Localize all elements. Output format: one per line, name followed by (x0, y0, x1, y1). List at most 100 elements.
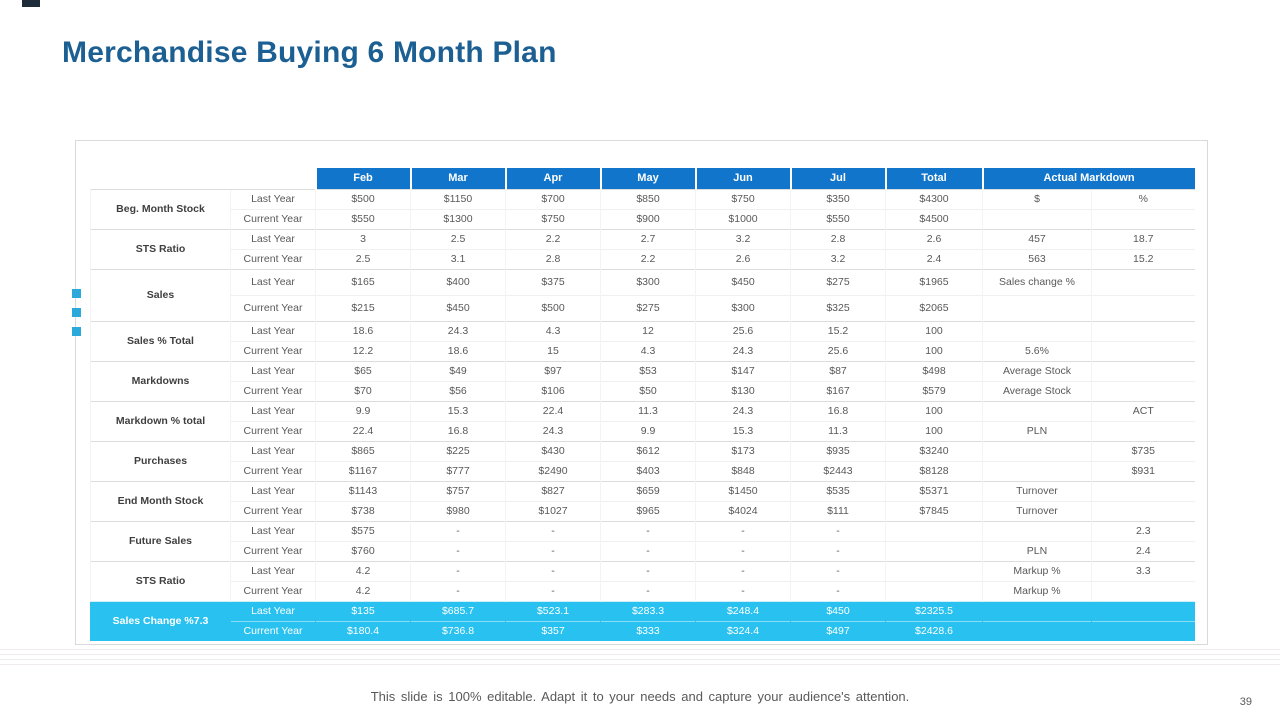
value-cell: - (790, 560, 886, 581)
value-cell: 2.8 (505, 248, 601, 269)
value-cell: $750 (505, 208, 601, 229)
value-cell: $1027 (505, 500, 601, 521)
value-cell: 4.3 (600, 340, 696, 361)
value-cell: $850 (600, 188, 696, 209)
page-number: 39 (1239, 696, 1252, 708)
value-cell: $965 (600, 500, 696, 521)
value-cell: - (410, 520, 506, 541)
value-cell: $173 (695, 440, 791, 461)
value-cell: $87 (790, 360, 886, 381)
value-cell (1090, 600, 1195, 621)
year-cell: Current Year (230, 208, 316, 229)
year-cell: Current Year (230, 380, 316, 401)
year-cell: Last Year (230, 400, 316, 421)
value-cell: 2.7 (600, 228, 696, 249)
table-row: Current Year 4.2- - - - - Markup % (91, 580, 1195, 601)
value-cell: $498 (885, 360, 983, 381)
value-cell (982, 600, 1092, 621)
value-cell: $180.4 (315, 620, 411, 641)
table-row: Sales % Total Last Year 18.6 24.3 4.3 12 25.6 1… (90, 320, 1195, 361)
value-cell: - (505, 520, 601, 541)
value-cell: $375 (505, 268, 601, 295)
value-cell: $324.4 (695, 620, 791, 641)
value-cell: $450 (695, 268, 791, 295)
value-cell: $1450 (695, 480, 791, 501)
value-cell: $5371 (885, 480, 983, 501)
value-cell: $500 (315, 188, 411, 209)
value-cell: 18.7 (1090, 228, 1195, 249)
value-cell: 2.6 (695, 248, 791, 269)
group-label: Sales % Total (90, 320, 231, 361)
value-cell: PLN (982, 420, 1092, 441)
column-header: Mar (409, 168, 506, 189)
table-row: Current Year $760- - - - - PLN 2.4 (91, 540, 1195, 561)
group-label: Markdown % total (90, 400, 231, 441)
value-cell: 15.3 (410, 400, 506, 421)
value-cell (1090, 620, 1195, 641)
value-cell: 24.3 (410, 320, 506, 341)
table-row: STS Ratio Last Year 4.2- - - - - Markup % 3.3 (90, 560, 1195, 601)
year-cell: Last Year (230, 480, 316, 501)
value-cell: $550 (790, 208, 886, 229)
value-cell: $685.7 (410, 600, 506, 621)
value-cell: $738 (315, 500, 411, 521)
value-cell: 22.4 (505, 400, 601, 421)
merchandise-plan-table: Feb Mar Apr May Jun Jul Total Actual Markdown B… (90, 168, 1195, 641)
table-row: End Month Stock Last Year $1143 $757 $827 $65… (90, 480, 1195, 521)
value-cell: $980 (410, 500, 506, 521)
group-label: STS Ratio (90, 560, 231, 601)
value-cell: - (600, 580, 696, 601)
value-cell: Turnover (982, 500, 1092, 521)
value-cell: 4.3 (505, 320, 601, 341)
value-cell (1090, 294, 1195, 321)
value-cell: $2325.5 (885, 600, 983, 621)
year-cell: Current Year (230, 580, 316, 601)
value-cell: 15.2 (790, 320, 886, 341)
value-cell: $612 (600, 440, 696, 461)
year-cell: Current Year (230, 460, 316, 481)
value-cell: $2065 (885, 294, 983, 321)
bullet-square-icon (72, 308, 81, 317)
value-cell: $50 (600, 380, 696, 401)
value-cell (982, 620, 1092, 641)
value-cell: $ (982, 188, 1092, 209)
value-cell (885, 540, 983, 561)
value-cell: $1300 (410, 208, 506, 229)
footer-note: This slide is 100% editable. Adapt it to… (370, 689, 910, 704)
value-cell: 12.2 (315, 340, 411, 361)
value-cell: 3.3 (1090, 560, 1195, 581)
value-cell (982, 320, 1092, 341)
value-cell (982, 208, 1092, 229)
value-cell: $167 (790, 380, 886, 401)
value-cell (1090, 580, 1195, 601)
year-cell: Last Year (230, 600, 316, 621)
value-cell: - (600, 540, 696, 561)
year-cell: Last Year (230, 268, 316, 295)
value-cell: ACT (1090, 400, 1195, 421)
group-label: STS Ratio (90, 228, 231, 269)
value-cell: 2.2 (600, 248, 696, 269)
value-cell: 2.2 (505, 228, 601, 249)
value-cell: $535 (790, 480, 886, 501)
value-cell: 18.6 (315, 320, 411, 341)
group-label: Sales (90, 268, 231, 321)
header-row: Feb Mar Apr May Jun Jul Total Actual Markdown (91, 168, 1195, 189)
value-cell (1090, 360, 1195, 381)
value-cell: 100 (885, 420, 983, 441)
value-cell: 25.6 (695, 320, 791, 341)
value-cell: $935 (790, 440, 886, 461)
value-cell: - (505, 580, 601, 601)
value-cell: - (505, 540, 601, 561)
value-cell: $497 (790, 620, 886, 641)
value-cell: $56 (410, 380, 506, 401)
year-cell: Current Year (230, 620, 316, 641)
value-cell: 2.4 (1090, 540, 1195, 561)
value-cell: $97 (505, 360, 601, 381)
value-cell: $215 (315, 294, 411, 321)
value-cell: 457 (982, 228, 1092, 249)
value-cell: Sales change % (982, 268, 1092, 295)
value-cell: $900 (600, 208, 696, 229)
value-cell: Average Stock (982, 380, 1092, 401)
value-cell: 2.4 (885, 248, 983, 269)
year-cell: Last Year (230, 188, 316, 209)
